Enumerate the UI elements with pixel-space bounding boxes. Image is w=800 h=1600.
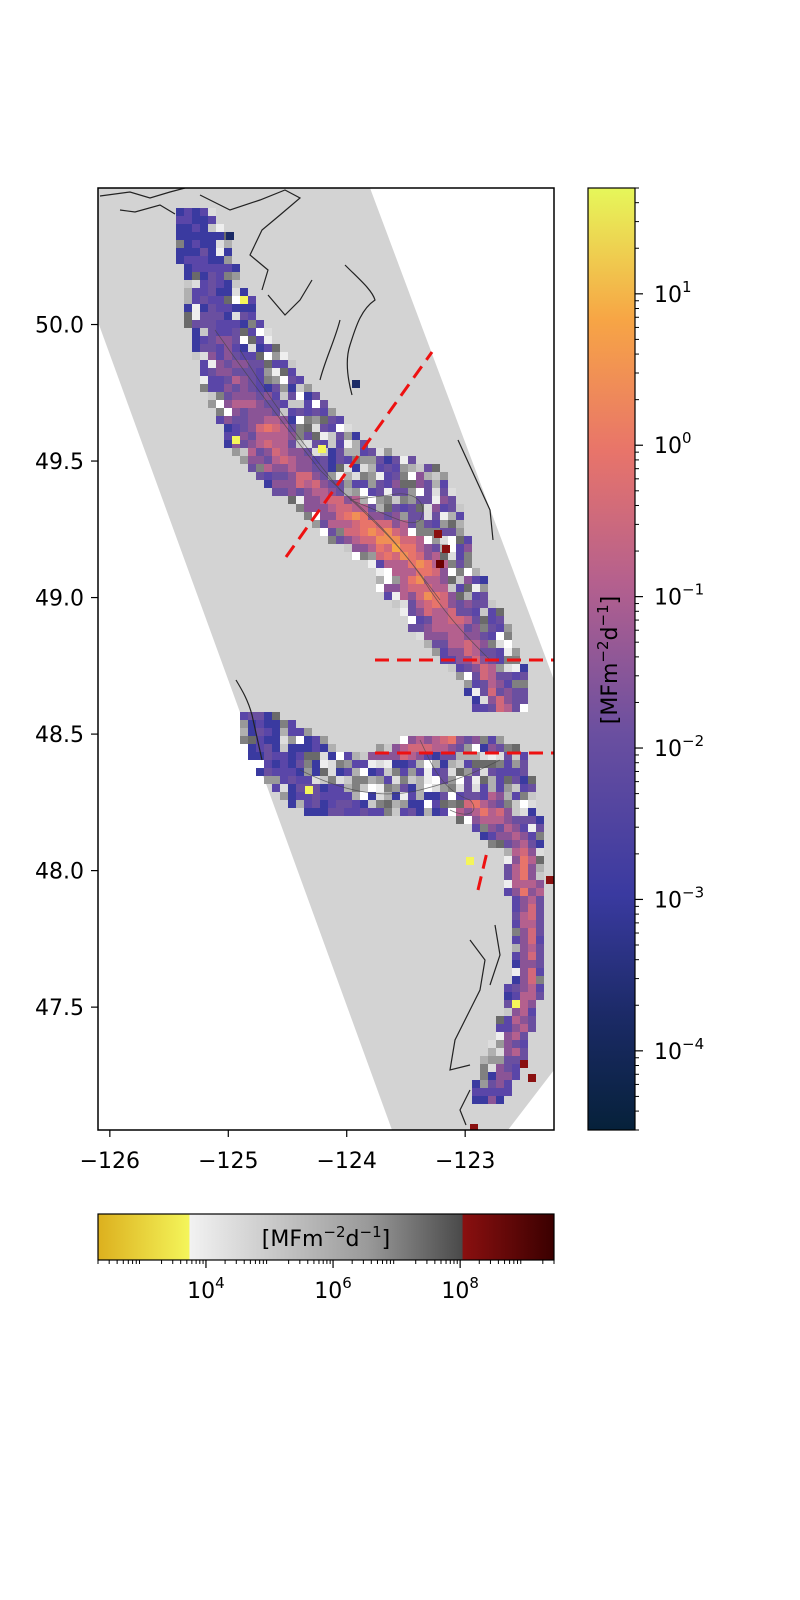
colorbar-vertical: 101 100 10−1 10−2 10−3 10−4 [MFm−2d−1] [587, 187, 704, 1131]
transect-northern [284, 351, 434, 558]
map-axes: −126 −125 −124 −123 50.0 49.5 49.0 48.5 48.0 47.… [35, 187, 555, 1174]
x-tick-label: −123 [435, 1149, 495, 1174]
colorbar-horizontal-tick-label: 108 [441, 1274, 479, 1304]
colorbar-vertical-gradient [588, 188, 635, 1130]
colorbar-vertical-label: [MFm−2d−1] [594, 596, 623, 724]
colorbar-horizontal-tick-label: 106 [314, 1274, 352, 1304]
colorbar-vertical-tick-label: 101 [654, 278, 692, 308]
bathymetry-contours [214, 329, 501, 815]
x-axis: −126 −125 −124 −123 [80, 1130, 495, 1174]
y-tick-label: 49.0 [35, 587, 84, 612]
colorbar-vertical-tick-label: 10−4 [654, 1035, 704, 1065]
y-tick-label: 48.0 [35, 860, 84, 885]
colorbar-vertical-tick-label: 10−3 [654, 883, 704, 913]
coastline [99, 188, 501, 1126]
colorbar-vertical-tick-label: 10−2 [654, 732, 704, 762]
colorbar-vertical-tick-label: 100 [654, 429, 692, 459]
y-tick-label: 48.5 [35, 723, 84, 748]
y-axis: 50.0 49.5 49.0 48.5 48.0 47.5 [35, 314, 98, 1021]
colorbar-horizontal: 104 106 108 [MFm−2d−1] [97, 1213, 555, 1304]
y-tick-label: 47.5 [35, 996, 84, 1021]
colorbar-horizontal-tick-label: 104 [187, 1274, 225, 1304]
x-tick-label: −124 [317, 1149, 377, 1174]
colorbar-horizontal-label: [MFm−2d−1] [262, 1223, 390, 1252]
y-tick-label: 50.0 [35, 314, 84, 339]
y-tick-label: 49.5 [35, 450, 84, 475]
transect-lines [284, 351, 554, 891]
model-domain [98, 188, 554, 1130]
x-tick-label: −126 [80, 1149, 140, 1174]
x-tick-label: −125 [198, 1149, 258, 1174]
colorbar-horizontal-gradient [98, 1214, 554, 1260]
colorbar-vertical-tick-label: 10−1 [654, 581, 704, 611]
map-frame [97, 187, 555, 1131]
transect-southern [476, 851, 489, 891]
